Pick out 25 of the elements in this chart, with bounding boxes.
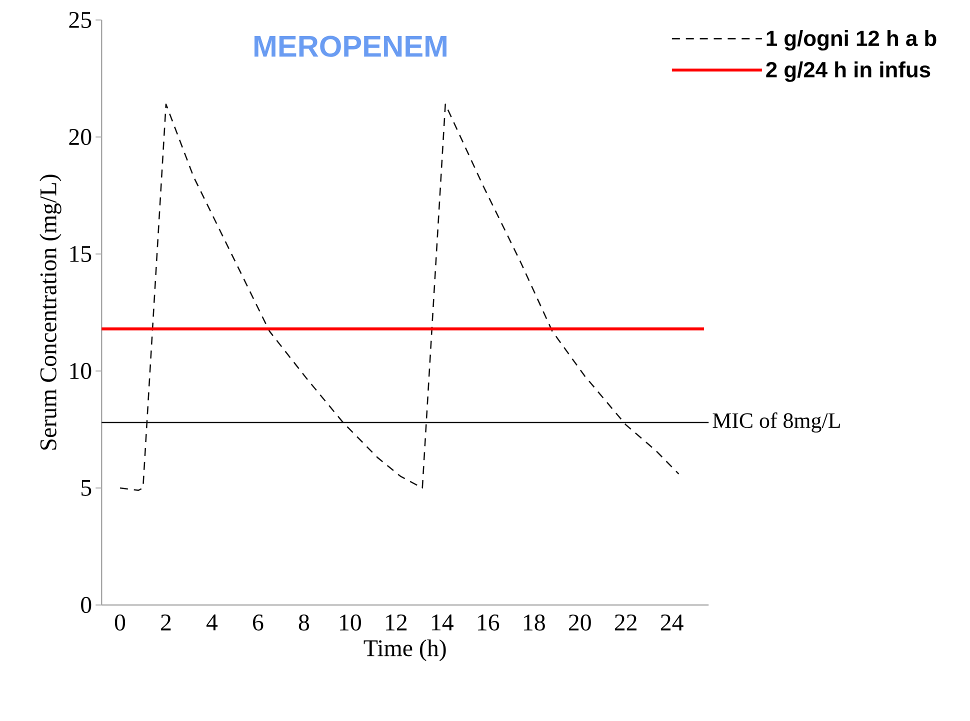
x-tick-label: 8: [298, 614, 310, 631]
x-tick-label: 24: [660, 614, 684, 630]
ref-line-label: MIC of 8mg/L: [712, 412, 840, 433]
x-axis-title: Time (h): [364, 639, 446, 662]
y-tick-label: 10: [70, 362, 92, 380]
chart-title: MEROPENEM: [254, 36, 446, 57]
x-tick-label: 10: [340, 614, 361, 631]
x-tick-label: 22: [614, 614, 636, 630]
x-tick-label: 12: [386, 614, 407, 630]
x-tick-label: 2: [161, 614, 171, 630]
y-tick-label: 5: [82, 480, 92, 496]
y-tick-label: 25: [69, 12, 92, 28]
legend-label: 1 g/ogni 12 h a b: [766, 30, 936, 51]
y-tick-label: 15: [70, 246, 92, 262]
x-tick-label: 16: [478, 614, 500, 631]
y-axis-title: Serum Concentration (mg/L): [40, 174, 62, 450]
x-tick-label: 4: [206, 614, 218, 630]
legend-label: 2 g/24 h in infus: [766, 61, 930, 82]
x-tick-label: 18: [524, 614, 545, 631]
y-tick-label: 0: [81, 596, 92, 614]
y-tick-label: 20: [69, 128, 92, 146]
x-tick-label: 14: [432, 614, 454, 630]
x-tick-label: 0: [114, 614, 126, 631]
x-tick-label: 6: [253, 614, 264, 631]
x-tick-label: 20: [568, 614, 591, 631]
